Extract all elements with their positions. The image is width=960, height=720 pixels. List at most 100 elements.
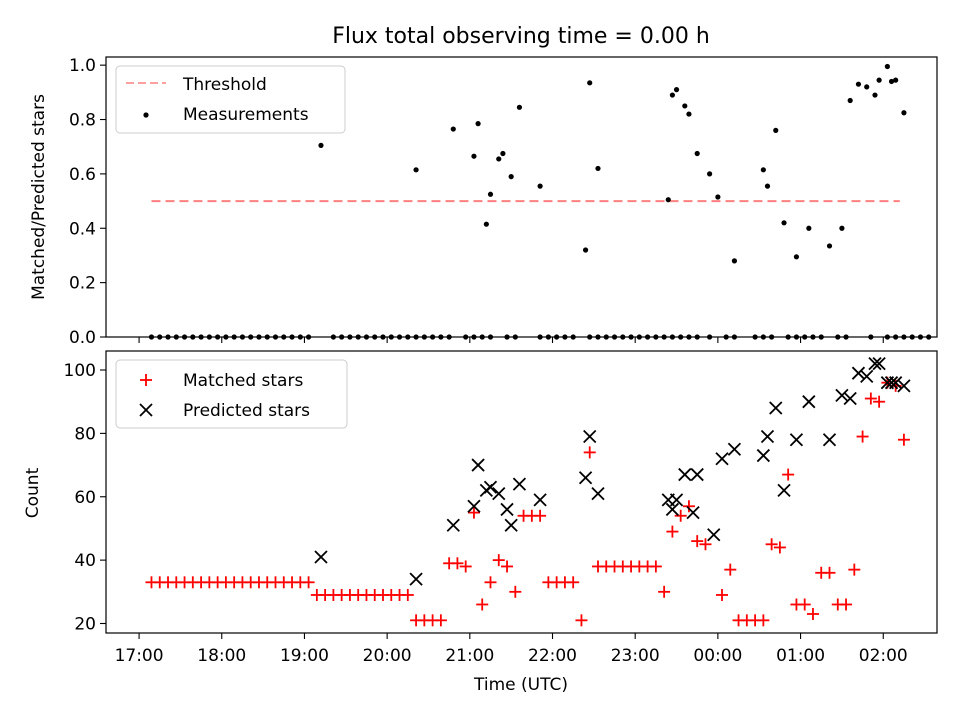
measurement-point <box>901 110 907 116</box>
threshold-legend-label: Threshold <box>182 75 267 95</box>
matched-star-marker <box>476 598 489 611</box>
count-panel: 20 40 60 80 100 17:00 18:00 19:00 20:00 21:00 22:… <box>23 350 938 695</box>
predicted-star-marker-d2 <box>868 357 882 371</box>
predicted-star-marker <box>835 388 849 402</box>
matched-star-marker <box>823 566 836 579</box>
matched-star-marker <box>691 535 704 548</box>
matched-star-marker <box>467 506 480 519</box>
measurement-point <box>872 92 878 98</box>
predicted-star-marker <box>492 486 506 501</box>
measurement-point <box>847 97 853 104</box>
matched-star-marker <box>765 538 778 551</box>
count-y-tick-label: 100 <box>64 361 96 381</box>
measurement-point <box>500 150 506 157</box>
measurement-point <box>475 121 481 127</box>
measurement-point <box>496 156 502 162</box>
matched-star-marker <box>773 541 786 554</box>
count-x-tick-label: 22:00 <box>528 646 577 666</box>
ratio-legend: Threshold Measurements <box>115 65 346 134</box>
predicted-star-marker-d2 <box>446 518 460 532</box>
predicted-star-marker-d2 <box>756 448 770 463</box>
measurement-point <box>669 92 676 98</box>
measurement-point <box>665 197 671 203</box>
matched-star-marker <box>583 446 596 459</box>
count-x-ticks: 17:00 18:00 19:00 20:00 21:00 22:00 23:00 00:00… <box>115 633 908 666</box>
predicted-star-marker-d2 <box>314 550 328 564</box>
matched-star-marker <box>873 395 886 408</box>
predicted-star-marker <box>715 452 729 466</box>
measurement-point <box>855 81 862 87</box>
predicted-star-marker-d2 <box>669 493 684 507</box>
predicted-star-marker-d2 <box>686 505 700 520</box>
predicted-star-marker-d2 <box>492 486 506 501</box>
measurement-point <box>793 254 800 260</box>
measurement-point <box>587 80 593 86</box>
matched-star-marker <box>782 468 795 481</box>
matched-star-marker <box>674 509 687 522</box>
matched-star-marker <box>897 433 910 446</box>
predicted-star-marker <box>756 448 770 463</box>
measurement-point <box>516 104 523 110</box>
predicted-star-marker <box>314 550 328 564</box>
matched-star-marker <box>840 598 853 611</box>
predicted-star-marker <box>727 442 742 456</box>
matched-star-marker <box>302 576 315 589</box>
predicted-star-marker-d2 <box>884 376 899 390</box>
measurement-point <box>707 171 713 177</box>
matched-star-marker <box>649 560 662 573</box>
predicted-star-marker-d2 <box>591 486 605 501</box>
predicted-star-marker-d2 <box>789 433 804 447</box>
measurement-point <box>537 183 543 189</box>
predicted-star-marker-d2 <box>760 429 775 444</box>
predicted-star-marker <box>789 433 804 447</box>
predicted-star-marker-d2 <box>467 499 481 513</box>
measurement-point <box>318 142 324 148</box>
count-x-tick-label: 00:00 <box>693 646 742 666</box>
matched-star-marker <box>459 560 472 573</box>
measurement-point <box>773 127 779 133</box>
matched-star-marker <box>682 500 695 513</box>
predicted-star-marker <box>769 401 783 415</box>
measurement-point <box>826 243 833 249</box>
predicted-star-marker-d2 <box>835 388 849 402</box>
x-axis-label: Time (UTC) <box>473 675 568 695</box>
predicted-star-marker-d2 <box>769 401 783 415</box>
predicted-star-marker <box>578 471 593 485</box>
measurement-point <box>806 225 812 231</box>
matched-star-marker <box>451 557 464 570</box>
matched-legend-marker <box>140 374 152 386</box>
ratio-y-tick-label: 0.8 <box>69 111 96 131</box>
predicted-star-marker-d2 <box>512 477 527 491</box>
count-x-tick-label: 02:00 <box>859 646 908 666</box>
count-axes-frame <box>105 350 938 634</box>
measurement-point <box>864 84 870 90</box>
predicted-star-marker-d2 <box>690 467 704 482</box>
predicted-star-marker <box>868 357 882 371</box>
predicted-star-marker <box>471 458 485 472</box>
matched-star-marker <box>401 588 414 601</box>
matched-star-marker <box>856 430 869 443</box>
count-legend-box <box>115 359 348 429</box>
predicted-star-marker-d2 <box>889 376 903 390</box>
count-y-tick-label: 40 <box>74 551 96 571</box>
measurement-point <box>839 225 845 231</box>
measurement-point <box>483 221 489 227</box>
count-y-tick-label: 80 <box>74 424 96 444</box>
predicted-star-marker-d2 <box>843 391 857 406</box>
predicted-star-marker-d2 <box>678 467 692 482</box>
predicted-star-marker <box>897 379 911 393</box>
predicted-star-marker-d2 <box>897 379 911 393</box>
predicted-star-marker-d2 <box>822 433 837 447</box>
predicted-legend-label: Predicted stars <box>183 401 310 421</box>
predicted-star-marker <box>446 518 460 532</box>
measurement-point <box>487 191 494 197</box>
predicted-star-marker <box>669 493 684 507</box>
predicted-star-marker <box>483 480 498 494</box>
measurement-point <box>508 174 514 180</box>
measurement-point <box>471 153 477 159</box>
measurement-point <box>686 111 692 117</box>
count-x-tick-label: 20:00 <box>363 646 412 666</box>
predicted-star-marker-d2 <box>851 366 866 380</box>
predicted-star-marker-d2 <box>578 471 593 485</box>
